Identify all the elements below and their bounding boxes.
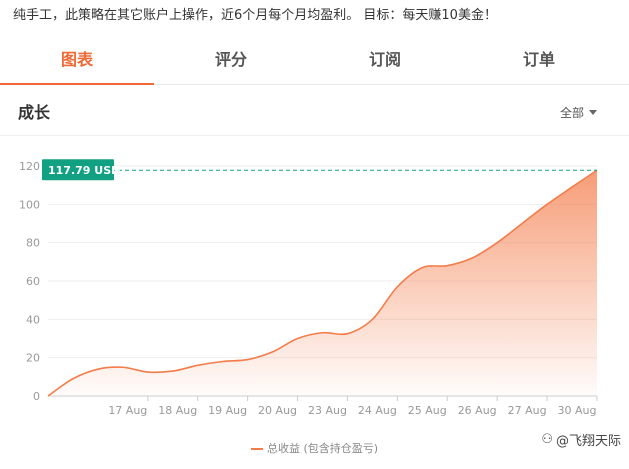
x-axis: 17 Aug 18 Aug 19 Aug 20 Aug 23 Aug 24 Aug 25 A… xyxy=(108,396,598,417)
x-tick-label: 26 Aug xyxy=(458,404,497,417)
current-value-label: 117.79 USD xyxy=(48,164,120,177)
legend-swatch xyxy=(250,448,263,450)
x-tick-label: 27 Aug xyxy=(508,404,547,417)
caret-down-icon xyxy=(589,110,597,115)
x-tick-label: 30 Aug xyxy=(558,404,597,417)
legend-label: 总收益 (包含持仓盈亏) xyxy=(266,442,379,455)
x-tick-label: 17 Aug xyxy=(108,404,147,417)
watermark-text: @飞翔天际 xyxy=(555,434,621,449)
y-tick-label: 80 xyxy=(26,237,40,250)
x-tick-label: 20 Aug xyxy=(258,404,297,417)
x-tick-label: 24 Aug xyxy=(358,404,397,417)
tab-chart[interactable]: 图表 xyxy=(0,36,154,85)
series-area xyxy=(48,170,597,396)
range-filter-label: 全部 xyxy=(559,106,584,120)
range-filter-dropdown[interactable]: 全部 xyxy=(560,104,597,121)
section-header: 成长 全部 xyxy=(0,85,629,136)
section-title: 成长 xyxy=(18,103,51,122)
strategy-description: 纯手工，此策略在其它账户上操作，近6个月每个月均盈利。 目标：每天赚10美金！ xyxy=(13,8,497,23)
y-axis: 0 20 40 60 80 100 120 xyxy=(19,160,40,403)
x-tick-label: 18 Aug xyxy=(158,404,197,417)
watermark-logo-icon: ⚇ xyxy=(541,432,553,447)
y-tick-label: 20 xyxy=(26,352,40,365)
grid-lines xyxy=(48,165,597,397)
y-tick-label: 120 xyxy=(19,160,40,173)
x-tick-label: 23 Aug xyxy=(308,404,347,417)
y-tick-label: 60 xyxy=(26,275,40,288)
y-tick-label: 40 xyxy=(26,313,40,326)
tab-bar: 图表 评分 订阅 订单 xyxy=(0,36,629,85)
watermark: ⚇ @飞翔天际 xyxy=(541,430,621,449)
chart-legend[interactable]: 总收益 (包含持仓盈亏) xyxy=(0,440,629,456)
tab-rating[interactable]: 评分 xyxy=(214,50,247,69)
y-tick-label: 0 xyxy=(33,390,40,403)
tab-subscribe[interactable]: 订阅 xyxy=(368,50,401,69)
growth-chart: 0 20 40 60 80 100 120 17 Aug 18 Aug 19 Aug 20 Aug… xyxy=(19,159,598,417)
tab-orders[interactable]: 订单 xyxy=(522,50,555,69)
x-tick-label: 25 Aug xyxy=(408,404,447,417)
y-tick-label: 100 xyxy=(19,198,40,211)
x-tick-label: 19 Aug xyxy=(208,404,247,417)
series-line xyxy=(47,169,598,397)
current-value-badge xyxy=(42,159,114,181)
